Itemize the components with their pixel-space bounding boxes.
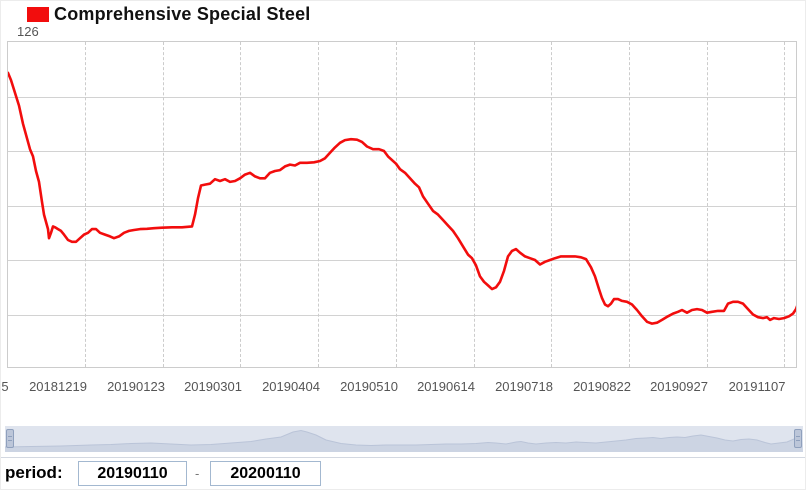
x-tick-label: 20190822 [573,379,631,394]
x-tick-label: 20190718 [495,379,553,394]
v-gridline [629,42,630,367]
h-gridline [8,96,796,98]
h-gridline [8,314,796,316]
y-tick-label: 126 [17,24,39,39]
v-gridline [85,42,86,367]
legend-swatch [27,6,49,22]
x-tick-label: 20190301 [184,379,242,394]
period-from-input[interactable] [78,461,187,486]
period-to-input[interactable] [210,461,321,486]
v-gridline [162,42,164,367]
v-gridline [318,42,320,367]
v-gridline [395,42,397,367]
x-tick-label: 20190927 [650,379,708,394]
divider [1,457,805,458]
x-tick-label: 20190614 [417,379,475,394]
navigator-track[interactable] [5,426,803,452]
h-gridline [8,205,796,207]
v-gridline [473,42,475,367]
x-tick-label: 20191107 [728,379,786,394]
v-gridline [551,42,553,367]
x-tick-label: 20190123 [107,379,165,394]
series-line [8,71,796,325]
v-gridline [784,42,786,367]
h-gridline [8,151,796,152]
period-label: period: [5,463,63,482]
navigator-handle-left[interactable] [6,429,14,448]
h-gridline [8,260,796,261]
legend-item[interactable]: Comprehensive Special Steel [27,4,311,24]
v-gridline [240,42,242,367]
navigator-area [5,429,803,452]
x-tick-label: 20190404 [262,379,320,394]
period-row: period: - [1,461,805,489]
navigator-handle-right[interactable] [794,429,802,448]
x-tick-label: 5 [1,379,9,394]
v-gridline [706,42,708,367]
period-separator: - [195,466,200,481]
x-tick-label: 20181219 [29,379,87,394]
plot-area [7,41,797,368]
chart-title: Comprehensive Special Steel [54,3,311,24]
x-tick-label: 20190510 [340,379,398,394]
